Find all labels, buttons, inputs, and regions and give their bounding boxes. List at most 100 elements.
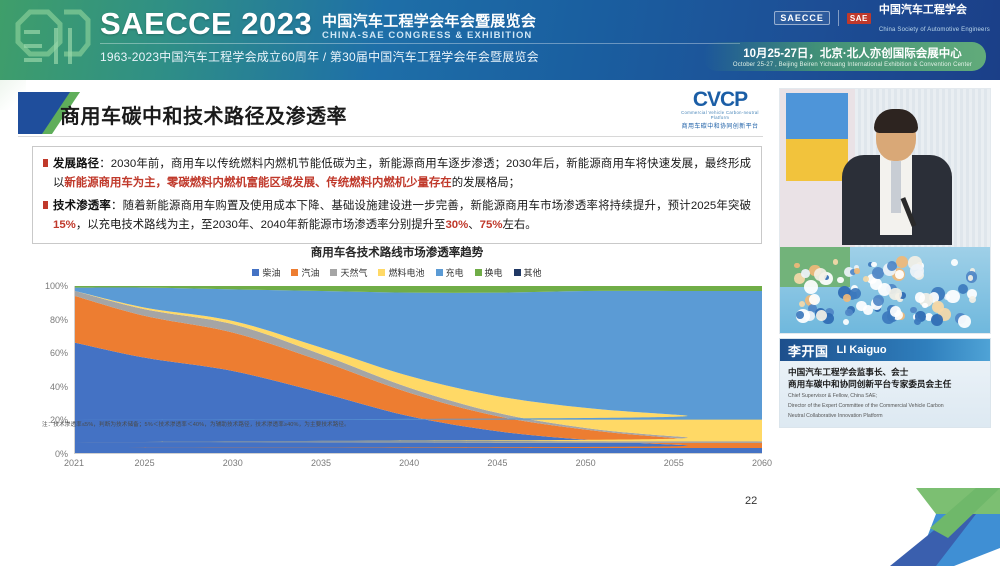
legend-item[interactable]: 其他: [513, 266, 542, 279]
flower-blossom: [899, 292, 906, 299]
flower-blossom: [872, 294, 884, 306]
x-axis-tick-label: 2060: [751, 458, 773, 468]
flower-blossom: [871, 261, 877, 268]
flower-blossom: [808, 304, 818, 314]
y-axis-tick-label: 100%: [44, 281, 68, 291]
flower-blossom: [796, 311, 804, 319]
legend-item[interactable]: 汽油: [291, 266, 319, 279]
flower-blossom: [968, 295, 977, 304]
area-series-柴油: [75, 342, 762, 453]
y-axis-tick-label: 0%: [54, 449, 68, 459]
cvcp-logo: CVCP Commercial Vehicle Carbon-neutral P…: [672, 89, 768, 130]
legend-item[interactable]: 柴油: [252, 266, 280, 279]
flower-blossom: [804, 279, 819, 294]
flower-blossom: [845, 308, 853, 317]
flower-blossom: [794, 262, 800, 269]
flower-blossom: [832, 259, 839, 265]
saecce-logo: SAECCE: [774, 11, 830, 25]
flower-blossom: [896, 296, 903, 303]
x-axis-tick-label: 2050: [575, 458, 596, 468]
banner-event-title: SAECCE 2023: [100, 6, 313, 41]
flower-blossom: [794, 273, 805, 284]
sae-logo-cn: 中国汽车工程学会: [878, 4, 967, 16]
flower-blossom: [824, 307, 834, 317]
banner-divider: [100, 43, 740, 44]
area-series-换电: [75, 286, 762, 293]
flower-blossom: [913, 318, 922, 326]
legend-item[interactable]: 天然气: [330, 266, 367, 279]
cvcp-cn-label: 商用车碳中和协同创新平台: [681, 124, 759, 130]
banner-date-en: October 25-27 , Beijing Beiren Yichuang …: [732, 62, 972, 68]
banner-date-badge: 10月25-27日，北京·北人亦创国际会展中心 October 25-27 , …: [702, 42, 986, 71]
legend-swatch-icon: [435, 269, 443, 276]
title-underline: [18, 136, 763, 137]
chart-title: 商用车各技术路线市场渗透率趋势: [310, 247, 484, 259]
y-axis-tick-label: 60%: [49, 348, 68, 359]
flower-blossom: [909, 264, 924, 279]
flower-blossom: [837, 276, 844, 284]
body-text: 左右。: [502, 219, 537, 231]
legend-item[interactable]: 换电: [474, 266, 503, 279]
flower-blossom: [951, 259, 958, 267]
slide-canvas: 商用车碳中和技术路径及渗透率 CVCP Commercial Vehicle C…: [0, 80, 1000, 566]
flower-blossom: [924, 312, 933, 321]
body-text: ：2030年前，商用车以传统燃料内燃机节能低碳为主，新能源商用车逐步渗透；203…: [53, 158, 751, 189]
flower-blossom: [921, 302, 928, 309]
speaker-tie: [891, 161, 901, 213]
flower-blossom: [967, 288, 978, 299]
event-banner: SAECCE 2023 中国汽车工程学会年会暨展览会 CHINA-SAE CON…: [0, 0, 1000, 80]
x-axis-tick-label: 2040: [399, 458, 420, 468]
flower-blossom: [870, 278, 882, 291]
paragraph-label: 发展路径: [53, 158, 100, 170]
y-axis-tick-label: 40%: [49, 381, 68, 392]
x-axis-tick-label: 2055: [663, 458, 684, 468]
paragraph-text: ：随着新能源商用车购置及使用成本下降、基础设施建设进一步完善，新能源商用车市场渗…: [53, 200, 751, 231]
chart-legend: 柴油 汽油 天然气 燃料电池 充电 换电 其他: [32, 266, 762, 279]
flower-blossom: [853, 264, 859, 270]
y-axis-tick-label: 20%: [49, 415, 68, 426]
bullet-square-icon: [43, 159, 48, 167]
banner-en-subtitle: CHINA-SAE CONGRESS & EXHIBITION: [322, 30, 533, 41]
legend-label: 换电: [484, 268, 503, 278]
area-series-天然气: [75, 291, 762, 443]
flower-blossom: [872, 266, 885, 280]
legend-swatch-icon: [474, 269, 482, 276]
flower-blossom: [958, 283, 969, 294]
area-series-汽油: [75, 296, 762, 448]
chart-footnote: 注：技术渗透率≤5%，判断为技术储备；5%＜技术渗透率＜40%，为辅助技术路径，…: [42, 422, 350, 428]
banner-cn-title: 中国汽车工程学会年会暨展览会: [322, 13, 537, 30]
flower-blossom: [843, 318, 850, 325]
highlighted-text: 新能源商用车为主，零碳燃料内燃机富能区域发展、传统燃料内燃机少量存在: [64, 177, 452, 189]
legend-item[interactable]: 燃料电池: [378, 266, 425, 279]
flower-blossom: [854, 268, 860, 274]
flower-blossom: [914, 292, 926, 304]
speaker-name-bar: 李开国 LI Kaiguo: [780, 339, 990, 361]
speaker-video-thumbnail[interactable]: [779, 88, 991, 334]
anniversary-60-30-logo: [15, 9, 91, 64]
flower-blossom: [931, 314, 944, 327]
sae-logo-en: China Society of Automotive Engineers: [878, 27, 990, 33]
speaker-title-cn-1: 中国汽车工程学会监事长、会士: [788, 367, 909, 377]
body-text: 的发展格局；: [451, 177, 521, 189]
flower-blossom: [844, 266, 855, 277]
flower-blossom: [863, 305, 873, 315]
body-text: ，以充电技术路线为主，至2030年、2040年新能源市场渗透率分别提升至: [75, 219, 446, 231]
page-number: 22: [745, 495, 758, 507]
flower-blossom: [856, 300, 867, 312]
flower-blossom: [798, 300, 806, 308]
cvcp-en-label: Commercial Vehicle Carbon-neutral Platfo…: [681, 110, 759, 120]
banner-logos: SAECCE SAE 中国汽车工程学会 China Society of Aut…: [774, 4, 990, 33]
body-text: 、: [468, 219, 480, 231]
paragraph-development-path: 发展路径：2030年前，商用车以传统燃料内燃机节能低碳为主，新能源商用车逐步渗透…: [43, 155, 751, 193]
flower-blossom: [946, 290, 960, 304]
highlighted-text: 75%: [479, 219, 503, 231]
bullet-square-icon: [43, 201, 48, 209]
flower-blossom: [850, 269, 857, 276]
legend-swatch-icon: [330, 269, 338, 276]
flower-blossom: [890, 305, 902, 317]
chart-x-axis: 2021 2025 2030 2035 2040 2045 2050 2055 2060: [64, 456, 772, 472]
chart-area-series: [75, 286, 762, 453]
legend-label: 充电: [445, 268, 464, 278]
legend-item[interactable]: 充电: [435, 266, 464, 279]
x-axis-tick-label: 2035: [310, 458, 331, 468]
